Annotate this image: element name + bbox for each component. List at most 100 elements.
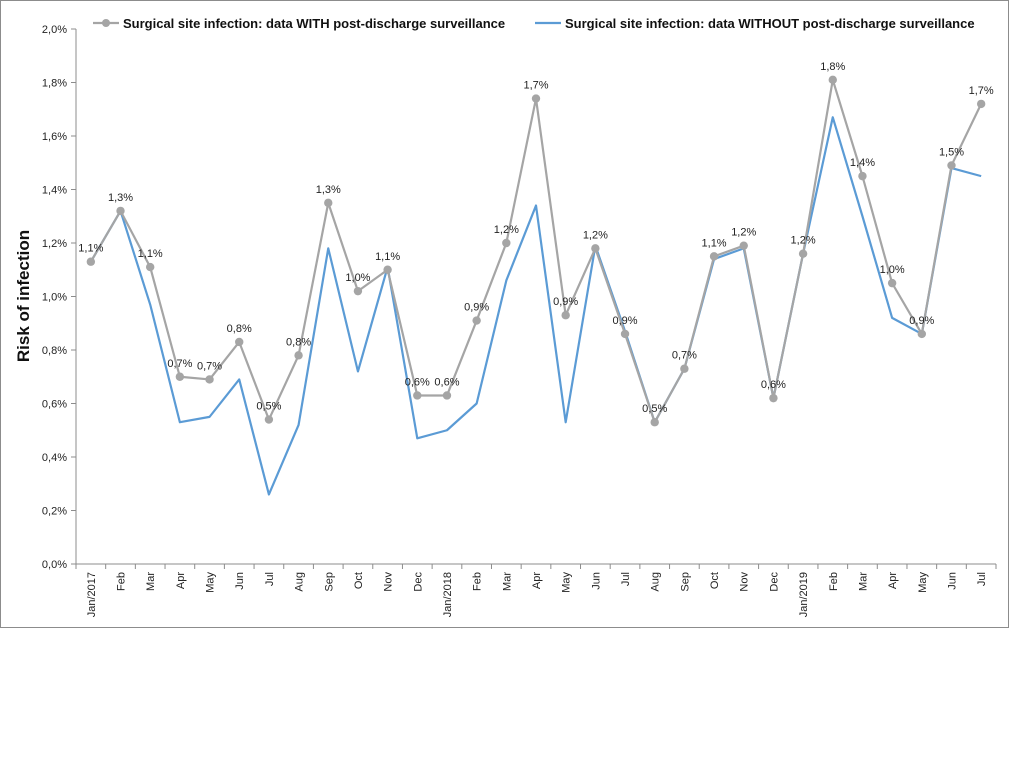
y-tick-label: 0,0%	[42, 559, 67, 571]
data-label: 0,6%	[761, 379, 786, 391]
legend: Surgical site infection: data WITH post-…	[93, 16, 975, 31]
series-point	[917, 329, 927, 339]
series-point	[858, 171, 867, 181]
series-point	[798, 249, 808, 258]
data-label: 1,1%	[78, 243, 103, 255]
series-point	[591, 244, 600, 253]
data-label: 0,5%	[642, 403, 667, 415]
data-label: 1,4%	[850, 157, 875, 169]
data-label: 1,1%	[375, 251, 400, 263]
x-tick-label: Feb	[472, 572, 484, 591]
x-tick-label: Mar	[501, 572, 513, 591]
x-tick-label: Jan/2019	[798, 572, 810, 617]
legend-item-with-pds: Surgical site infection: data WITH post-…	[93, 16, 505, 31]
series-point	[175, 372, 185, 381]
x-tick-label: Aug	[650, 572, 662, 592]
data-label: 1,5%	[939, 146, 964, 158]
x-tick-label: Nov	[739, 572, 751, 592]
data-label: 0,7%	[167, 358, 192, 370]
series-point	[235, 337, 244, 347]
y-tick-label: 1,6%	[42, 131, 67, 143]
chart-frame: Surgical site infection: data WITH post-…	[0, 0, 1009, 628]
x-tick-label: Dec	[412, 572, 424, 592]
x-tick-label: May	[561, 572, 573, 593]
x-tick-label: Aug	[294, 572, 306, 592]
series-point	[561, 311, 570, 320]
series-point	[769, 393, 778, 403]
data-label: 1,1%	[138, 248, 163, 260]
series-point	[324, 198, 333, 208]
series-point	[116, 206, 125, 216]
series-point	[86, 257, 96, 266]
data-label: 1,2%	[731, 227, 756, 239]
data-label: 0,8%	[227, 323, 252, 335]
x-tick-label: Oct	[353, 572, 365, 589]
data-label: 1,1%	[702, 237, 727, 249]
data-label: 1,2%	[583, 229, 608, 241]
series-point	[264, 415, 274, 424]
y-tick-label: 2,0%	[42, 24, 67, 36]
data-label: 0,6%	[405, 376, 430, 388]
series-point	[442, 391, 452, 400]
legend-item-without-pds: Surgical site infection: data WITHOUT po…	[535, 16, 975, 31]
series-point	[887, 278, 897, 288]
x-tick-label: Apr	[887, 572, 899, 589]
x-tick-label: Feb	[116, 572, 128, 591]
data-label: 1,3%	[108, 192, 133, 204]
x-tick-label: Jul	[976, 572, 988, 586]
series-point	[413, 391, 422, 400]
data-label: 1,0%	[880, 264, 905, 276]
x-tick-label: Apr	[531, 572, 543, 589]
data-label: 0,9%	[464, 302, 489, 314]
x-tick-label: Sep	[679, 572, 691, 592]
series-point	[383, 265, 392, 274]
data-label: 0,9%	[909, 315, 934, 327]
x-tick-label: Jun	[590, 572, 602, 590]
y-tick-label: 0,6%	[42, 399, 67, 411]
x-tick-label: Feb	[828, 572, 840, 591]
data-label: 1,8%	[820, 61, 845, 73]
data-label: 0,6%	[434, 376, 459, 388]
series-point	[294, 351, 303, 360]
x-tick-label: May	[205, 572, 217, 593]
data-label: 1,3%	[316, 184, 341, 196]
y-tick-label: 0,2%	[42, 506, 67, 518]
legend-label-without-pds: Surgical site infection: data WITHOUT po…	[565, 16, 975, 31]
x-tick-label: Mar	[857, 572, 869, 591]
y-tick-label: 1,2%	[42, 238, 67, 250]
x-tick-label: Oct	[709, 572, 721, 589]
series-point	[145, 262, 155, 272]
data-label: 1,7%	[523, 80, 548, 92]
data-label: 1,0%	[345, 272, 370, 284]
series-point	[353, 286, 363, 296]
series-point	[976, 99, 986, 109]
data-label-layer: 1,1% 1,3% 1,1% 0,7% 0,7% 0,8% 0,5% 0,8% 1,3% 1,0%…	[78, 61, 994, 415]
x-tick-label: Sep	[323, 572, 335, 592]
series-point	[650, 418, 659, 427]
x-tick-label: Jul	[620, 572, 632, 586]
x-tick-label: Mar	[145, 572, 157, 591]
series-line-1	[89, 116, 982, 496]
x-tick-label: Dec	[768, 572, 780, 592]
data-label: 0,8%	[286, 336, 311, 348]
x-tick-label: Apr	[175, 572, 187, 589]
data-label: 0,7%	[672, 350, 697, 362]
series-line-0	[89, 78, 983, 424]
series-point	[472, 316, 481, 325]
series-point	[502, 238, 511, 248]
x-tick-label: Nov	[383, 572, 395, 592]
y-tick-label: 0,4%	[42, 452, 67, 464]
data-label: 0,5%	[256, 401, 281, 413]
series-point	[205, 375, 214, 384]
data-label: 1,2%	[791, 235, 816, 247]
series-point	[620, 329, 630, 339]
series-point	[709, 252, 719, 261]
series-point	[680, 364, 689, 373]
data-label: 0,7%	[197, 360, 222, 372]
y-tick-label: 1,8%	[42, 78, 67, 90]
y-tick-label: 0,8%	[42, 345, 67, 357]
x-tick-label: Jun	[234, 572, 246, 590]
series-point	[739, 241, 748, 250]
series-point	[531, 94, 541, 103]
series-point	[828, 75, 837, 85]
